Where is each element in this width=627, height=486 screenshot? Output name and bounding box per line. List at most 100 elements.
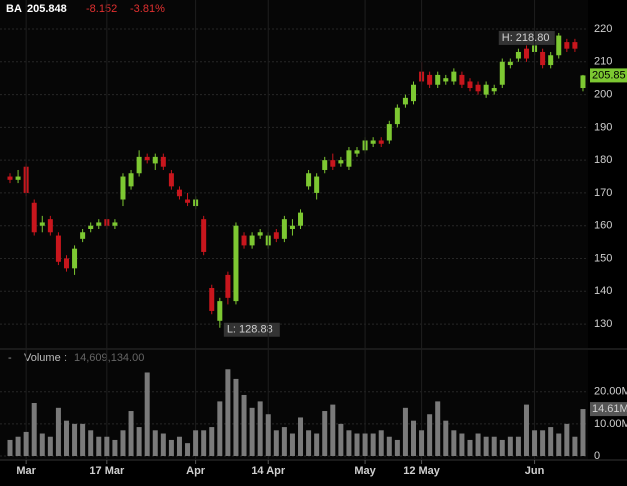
volume-bar	[168, 439, 174, 456]
volume-bar	[330, 404, 336, 456]
y-tick-label: 180	[594, 154, 612, 166]
candle-body	[233, 225, 239, 302]
candle-body	[427, 74, 433, 85]
last-volume-box	[590, 402, 627, 417]
candle-body	[483, 84, 489, 95]
volume-bar	[128, 411, 134, 456]
volume-bar	[298, 417, 304, 456]
candle-body	[185, 199, 191, 203]
volume-bar	[273, 430, 279, 456]
y-tick-label: 150	[594, 252, 612, 264]
candle-body	[540, 51, 546, 66]
volume-bar	[176, 436, 182, 456]
candle-body	[160, 156, 166, 167]
volume-title: Volume	[24, 352, 61, 364]
y-tick-label: 170	[594, 187, 612, 199]
x-tick-label: Jun	[525, 465, 545, 477]
x-tick-label: Apr	[186, 465, 206, 477]
volume-bar	[435, 401, 441, 456]
candle-body	[55, 235, 61, 262]
candle-body	[96, 222, 102, 226]
candle-body	[144, 156, 150, 161]
volume-bar	[467, 439, 473, 456]
x-tick-label: 17 Mar	[89, 465, 125, 477]
candle-body	[572, 42, 578, 49]
candle-body	[120, 176, 126, 200]
candle-body	[451, 71, 457, 82]
volume-bar	[475, 433, 481, 456]
candle-body	[314, 176, 320, 193]
candle-body	[499, 61, 505, 85]
candle-body	[580, 75, 586, 89]
volume-bar	[63, 420, 69, 456]
volume-bar	[322, 411, 328, 456]
candle-body	[467, 81, 473, 89]
volume-bar	[136, 427, 142, 456]
volume-bar	[378, 430, 384, 456]
candle-body	[378, 140, 384, 144]
volume-bar	[491, 436, 497, 456]
candle-body	[88, 225, 94, 229]
candle-body	[281, 219, 287, 239]
candle-body	[128, 173, 134, 187]
candle-body	[80, 232, 86, 239]
low-label-box	[223, 322, 280, 337]
candle-body	[475, 84, 481, 92]
volume-colon: :	[64, 352, 67, 364]
volume-bar	[483, 436, 489, 456]
volume-bar	[120, 430, 126, 456]
volume-bar	[540, 430, 546, 456]
volume-current: 14,609,134.00	[74, 352, 144, 364]
volume-bar	[386, 436, 392, 456]
y-tick-label: 20.00M	[594, 386, 627, 398]
candle-body	[168, 173, 174, 187]
volume-bar	[306, 430, 312, 456]
candle-body	[402, 97, 408, 105]
volume-bar	[427, 414, 433, 456]
volume-bar	[572, 436, 578, 456]
candle-body	[322, 160, 328, 170]
y-tick-label: 10.00M	[594, 418, 627, 430]
volume-bar	[7, 439, 13, 456]
candle-body	[7, 176, 13, 180]
last-price-label: 205.85	[592, 69, 626, 81]
candle-body	[201, 219, 207, 252]
volume-bar	[515, 436, 521, 456]
volume-bar	[96, 436, 102, 456]
high-label: H: 218.80	[502, 32, 550, 44]
volume-bar	[23, 431, 29, 456]
candle-body	[289, 225, 295, 229]
candle-body	[564, 42, 570, 49]
x-tick-label: Mar	[16, 465, 36, 477]
volume-bar	[104, 436, 110, 456]
candle-body	[523, 48, 529, 59]
candle-body	[507, 61, 513, 66]
candle-body	[370, 140, 376, 144]
x-tick-label: 14 Apr	[251, 465, 286, 477]
low-label: L: 128.88	[227, 324, 273, 336]
volume-bar	[39, 433, 45, 456]
y-tick-label: 190	[594, 121, 612, 133]
volume-bar	[80, 423, 86, 456]
candle-body	[15, 176, 21, 180]
candle-body	[273, 232, 279, 239]
volume-bar	[257, 401, 263, 456]
last-price-box	[590, 68, 627, 83]
volume-bar	[564, 423, 570, 456]
candle-body	[515, 51, 521, 59]
volume-bar	[580, 409, 586, 456]
volume-bar	[289, 433, 295, 456]
y-tick-label: 0	[594, 450, 600, 462]
candle-body	[394, 107, 400, 125]
candle-body	[225, 274, 231, 298]
candle-body	[354, 150, 360, 154]
volume-bar	[47, 436, 53, 456]
candle-body	[330, 160, 336, 167]
volume-bar	[523, 404, 529, 456]
volume-bar	[201, 430, 207, 456]
candle-body	[491, 88, 497, 92]
y-tick-label: 140	[594, 285, 612, 297]
candle-body	[257, 232, 263, 236]
